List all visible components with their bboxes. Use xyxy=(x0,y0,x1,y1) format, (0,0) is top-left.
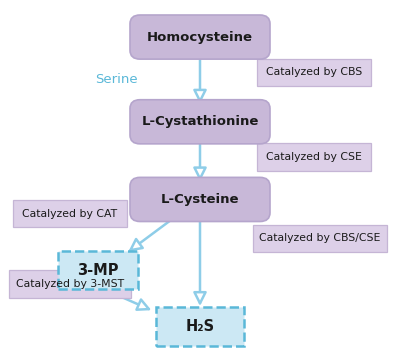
FancyBboxPatch shape xyxy=(130,177,270,222)
Text: L-Cystathionine: L-Cystathionine xyxy=(141,115,259,128)
FancyBboxPatch shape xyxy=(130,100,270,144)
Text: Catalyzed by CBS: Catalyzed by CBS xyxy=(266,67,362,77)
FancyBboxPatch shape xyxy=(257,143,371,171)
Text: H₂S: H₂S xyxy=(186,319,214,334)
Text: Catalyzed by CSE: Catalyzed by CSE xyxy=(266,152,362,162)
Text: 3-MP: 3-MP xyxy=(77,263,119,277)
Text: Catalyzed by CAT: Catalyzed by CAT xyxy=(22,209,118,219)
FancyBboxPatch shape xyxy=(130,15,270,59)
Text: Serine: Serine xyxy=(95,73,137,86)
Text: Homocysteine: Homocysteine xyxy=(147,31,253,43)
FancyBboxPatch shape xyxy=(13,200,127,227)
FancyBboxPatch shape xyxy=(257,59,371,86)
FancyBboxPatch shape xyxy=(9,270,131,298)
Text: Catalyzed by CBS/CSE: Catalyzed by CBS/CSE xyxy=(259,233,381,243)
FancyBboxPatch shape xyxy=(58,251,138,289)
FancyBboxPatch shape xyxy=(156,307,244,346)
Text: L-Cysteine: L-Cysteine xyxy=(161,193,239,206)
FancyBboxPatch shape xyxy=(253,225,387,252)
Text: Catalyzed by 3-MST: Catalyzed by 3-MST xyxy=(16,279,124,289)
